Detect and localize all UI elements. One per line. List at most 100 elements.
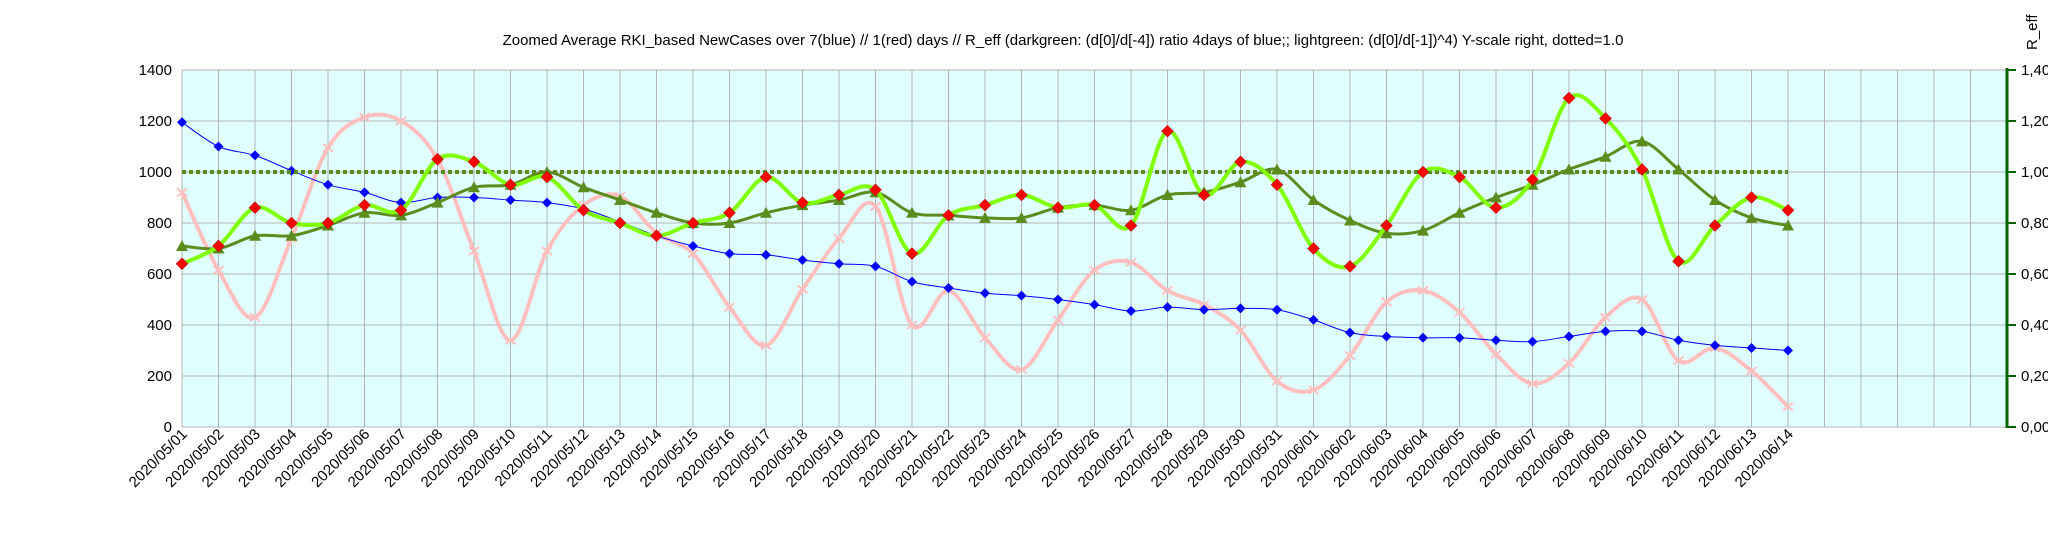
- red-series-point: [1672, 355, 1685, 366]
- blue-series-point: [542, 197, 552, 208]
- blue-series-point: [1746, 342, 1757, 353]
- blue-series-point: [1783, 345, 1793, 356]
- lightgreen-series-point: [577, 203, 590, 217]
- blue-series-point: [1199, 304, 1209, 315]
- darkgreen-series-point: [1636, 135, 1648, 147]
- darkgreen-series-point: [1563, 163, 1575, 175]
- lightgreen-series-point: [1635, 163, 1649, 176]
- blue-series-point: [1564, 331, 1574, 342]
- blue-series-point: [797, 254, 808, 265]
- darkgreen-series-point: [906, 206, 918, 218]
- red-series-point: [1453, 307, 1466, 318]
- lightgreen-series-point: [1526, 173, 1539, 187]
- lightgreen-series-point: [248, 201, 262, 215]
- red-series-point: [1052, 315, 1064, 325]
- darkgreen-series-point: [614, 194, 626, 206]
- lightgreen-series-point: [285, 216, 298, 230]
- blue-series-point: [1454, 332, 1465, 343]
- x-axis-labels: 2020/05/012020/05/022020/05/032020/05/04…: [126, 426, 1797, 491]
- blue-series-point: [1016, 290, 1027, 301]
- chart-title: Zoomed Average RKI_based NewCases over 7…: [503, 32, 1624, 49]
- red-series-point: [869, 201, 882, 212]
- darkgreen-series-point: [1417, 224, 1429, 236]
- lightgreen-series-point: [1416, 165, 1430, 179]
- y-left-tick-label: 800: [147, 215, 172, 232]
- red-series-point: [212, 265, 225, 275]
- red-series-point: [1161, 285, 1174, 296]
- y-left-tick-label: 200: [147, 368, 172, 385]
- darkgreen-series-point: [1344, 214, 1356, 226]
- red-series-point: [1015, 364, 1028, 375]
- y-right-tick-label: 1,40: [2021, 62, 2048, 79]
- lightgreen-series-point: [796, 196, 809, 209]
- darkgreen-series-point: [979, 211, 991, 223]
- darkgreen-series-point: [577, 181, 590, 193]
- blue-series-point: [1126, 305, 1136, 316]
- darkgreen-series-point: [1161, 188, 1174, 200]
- lightgreen-series-point: [540, 170, 554, 184]
- blue-series-point: [1345, 327, 1355, 338]
- red-series-point: [796, 284, 809, 295]
- red-series-point: [1490, 349, 1502, 360]
- lightgreen-series-point: [832, 188, 846, 202]
- darkgreen-series-point: [468, 181, 480, 193]
- blue-series-point: [1272, 304, 1282, 315]
- blue-series-point: [323, 179, 333, 190]
- darkgreen-series-point: [1015, 211, 1028, 223]
- lightgreen-series-point: [1088, 198, 1101, 212]
- lightgreen-series-point: [723, 206, 736, 220]
- series: [175, 91, 1795, 412]
- red-series-point: [1271, 376, 1283, 386]
- lightgreen-series-point: [686, 216, 700, 230]
- blue-series-point: [688, 240, 698, 251]
- y-right-tick-label: 0,00: [2021, 419, 2048, 436]
- blue-series-point: [1235, 303, 1246, 314]
- y-left-tick-label: 0: [164, 419, 172, 436]
- blue-series-point: [1637, 326, 1647, 337]
- darkgreen-series-point: [723, 217, 736, 228]
- lightgreen-series-point: [905, 247, 919, 260]
- y-right-tick-label: 1,20: [2021, 113, 2048, 130]
- red-series-point: [1198, 299, 1210, 310]
- red-series-point: [1417, 285, 1429, 296]
- y-right-tick-label: 0,40: [2021, 317, 2048, 334]
- red-series-point: [1782, 401, 1794, 412]
- darkgreen-series-point: [1599, 150, 1612, 162]
- y-right-tick-label: 0,20: [2021, 368, 2048, 385]
- darkgreen-series-point: [1307, 194, 1320, 206]
- red-series-point: [395, 116, 407, 126]
- lightgreen-series-point: [431, 152, 444, 166]
- lightgreen-series-point: [321, 216, 335, 230]
- lightgreen-series-point: [650, 229, 663, 243]
- darkgreen-series-point: [1709, 194, 1721, 206]
- lightgreen-series-point: [1562, 91, 1576, 105]
- red-series-point: [1636, 294, 1648, 305]
- lightgreen-series-point: [1380, 219, 1393, 232]
- red-series-point: [504, 335, 517, 346]
- lightgreen-series-point: [467, 155, 481, 169]
- darkgreen-series-point: [1490, 191, 1502, 203]
- darkgreen-series-point: [358, 206, 371, 218]
- lightgreen-series-point: [1343, 259, 1357, 273]
- lightgreen-series-point: [1599, 112, 1612, 125]
- blue-series-point: [834, 258, 844, 269]
- darkgreen-series-point: [760, 206, 772, 218]
- blue-series-point: [1053, 294, 1063, 305]
- darkgreen-series-point: [1380, 227, 1393, 239]
- lightgreen-series-point: [1051, 201, 1065, 215]
- blue-series-point: [469, 192, 479, 203]
- lightgreen-series-point: [1708, 219, 1722, 232]
- darkgreen-series-point: [1125, 204, 1137, 216]
- red-series-point: [1307, 385, 1320, 395]
- red-series-point: [833, 233, 845, 244]
- red-series-point: [1234, 325, 1247, 335]
- blue-series-point: [396, 197, 406, 208]
- lightgreen-series-point: [1307, 242, 1320, 255]
- red-series-point: [358, 112, 371, 122]
- lightgreen-series-point: [869, 183, 882, 197]
- lightgreen-series-point: [394, 203, 408, 217]
- red-series-point: [1088, 265, 1101, 275]
- lightgreen-series-point: [1015, 188, 1028, 202]
